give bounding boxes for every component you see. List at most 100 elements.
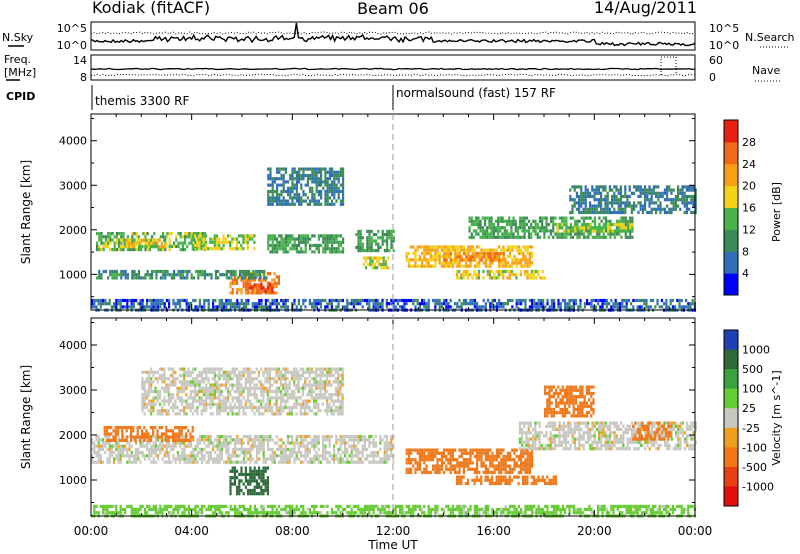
heatmap-cell	[198, 298, 201, 303]
heatmap-cell	[602, 235, 605, 239]
heatmap-cell	[578, 204, 581, 208]
heatmap-cell	[256, 454, 259, 458]
heatmap-cell	[207, 396, 210, 400]
heatmap-cell	[109, 248, 112, 252]
heatmap-cell	[328, 237, 331, 241]
heatmap-cell	[509, 245, 512, 249]
heatmap-cell	[97, 441, 100, 445]
heatmap-cell	[264, 389, 267, 394]
heatmap-cell	[128, 447, 131, 451]
heatmap-cell	[156, 245, 159, 249]
heatmap-cell	[308, 383, 311, 387]
heatmap-cell	[120, 276, 123, 280]
heatmap-cell	[249, 399, 252, 403]
heatmap-cell	[236, 435, 239, 439]
heatmap-cell	[291, 196, 294, 200]
heatmap-cell	[613, 207, 616, 211]
heatmap-cell	[337, 370, 340, 374]
heatmap-cell	[158, 245, 161, 249]
heatmap-cell	[213, 367, 217, 371]
heatmap-cell	[258, 305, 261, 309]
heatmap-cell	[525, 222, 528, 227]
heatmap-cell	[286, 405, 289, 410]
heatmap-cell	[150, 298, 153, 303]
heatmap-cell	[177, 232, 180, 236]
heatmap-cell	[670, 201, 673, 205]
heatmap-cell	[242, 454, 245, 458]
heatmap-cell	[407, 258, 410, 262]
heatmap-cell	[251, 380, 254, 384]
heatmap-cell	[183, 441, 186, 445]
heatmap-cell	[681, 198, 684, 202]
heatmap-cell	[443, 298, 446, 303]
heatmap-cell	[169, 367, 173, 371]
heatmap-cell	[278, 196, 281, 200]
heatmap-cell	[209, 386, 212, 390]
heatmap-cell	[491, 276, 494, 280]
heatmap-cell	[154, 245, 157, 249]
heatmap-cell	[187, 460, 190, 464]
heatmap-cell	[694, 204, 697, 208]
heatmap-cell	[509, 248, 512, 252]
heatmap-cell	[295, 402, 298, 406]
heatmap-cell	[154, 298, 157, 303]
heatmap-cell	[290, 393, 294, 397]
heatmap-cell	[301, 405, 305, 410]
heatmap-cell	[233, 278, 236, 282]
heatmap-cell	[151, 235, 154, 239]
heatmap-cell	[313, 250, 316, 254]
heatmap-cell	[159, 248, 162, 252]
heatmap-cell	[463, 252, 466, 256]
heatmap-cell	[377, 236, 380, 240]
heatmap-cell	[573, 204, 576, 208]
heatmap-cell	[371, 262, 374, 267]
heatmap-cell	[339, 380, 342, 384]
heatmap-cell	[681, 191, 684, 195]
heatmap-cell	[286, 298, 289, 303]
heatmap-cell	[236, 298, 239, 303]
heatmap-cell	[523, 232, 526, 236]
heatmap-cell	[271, 396, 274, 400]
heatmap-cell	[357, 451, 360, 455]
heatmap-cell	[185, 444, 188, 448]
heatmap-cell	[163, 389, 166, 394]
heatmap-cell	[390, 435, 393, 439]
heatmap-cell	[214, 451, 217, 455]
heatmap-cell	[335, 173, 338, 178]
heatmap-cell	[335, 250, 338, 254]
heatmap-cell	[267, 444, 270, 448]
heatmap-cell	[163, 373, 166, 378]
heatmap-cell	[282, 302, 285, 306]
heatmap-cell	[357, 441, 360, 445]
heatmap-cell	[113, 444, 116, 448]
heatmap-cell	[253, 383, 256, 387]
heatmap-cell	[582, 191, 585, 195]
heatmap-cell	[266, 281, 269, 285]
heatmap-cell	[456, 305, 459, 309]
heatmap-cell	[460, 302, 463, 306]
heatmap-cell	[186, 276, 189, 280]
heatmap-cell	[552, 216, 555, 220]
heatmap-cell	[291, 186, 294, 190]
heatmap-cell	[552, 222, 555, 227]
heatmap-cell	[152, 302, 155, 306]
heatmap-cell	[260, 444, 263, 448]
heatmap-cell	[161, 447, 164, 451]
heatmap-cell	[291, 454, 294, 458]
heatmap-cell	[559, 302, 562, 306]
heatmap-cell	[288, 412, 291, 416]
heatmap-cell	[685, 194, 688, 199]
heatmap-cell	[366, 298, 369, 303]
heatmap-cell	[218, 444, 221, 448]
heatmap-cell	[322, 438, 325, 442]
heatmap-cell	[183, 373, 186, 378]
heatmap-cell	[615, 229, 619, 233]
heatmap-cell	[434, 258, 437, 262]
heatmap-cell	[286, 305, 289, 309]
heatmap-cell	[590, 302, 593, 306]
heatmap-cell	[526, 264, 529, 268]
heatmap-cell	[269, 199, 272, 203]
heatmap-cell	[111, 248, 114, 252]
heatmap-cell	[275, 302, 278, 306]
heatmap-cell	[282, 196, 285, 200]
